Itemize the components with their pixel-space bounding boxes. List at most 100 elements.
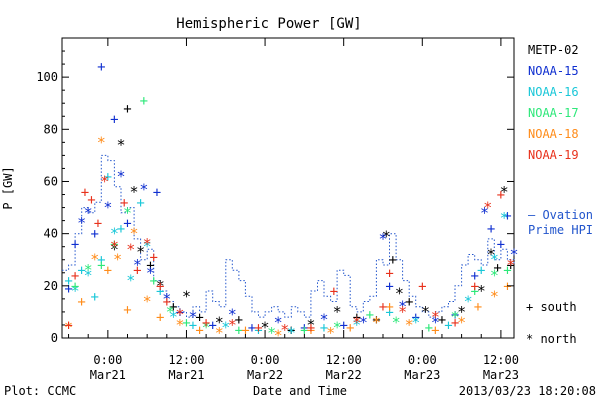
data-point-noaa-19: + xyxy=(330,284,338,300)
data-point-metp-02: * xyxy=(477,282,486,300)
x-axis-label: Date and Time xyxy=(253,384,347,398)
data-point-metp-02: + xyxy=(438,313,446,329)
data-point-noaa-15: * xyxy=(146,264,155,282)
data-point-noaa-18: + xyxy=(307,323,315,339)
data-point-noaa-17: + xyxy=(140,94,148,110)
data-point-noaa-15: + xyxy=(153,185,161,201)
data-point-noaa-19: + xyxy=(64,318,72,334)
data-point-noaa-15: + xyxy=(412,310,420,326)
x-tick-label-date: Mar21 xyxy=(90,368,126,382)
data-point-noaa-18: + xyxy=(123,302,131,318)
data-point-noaa-18: * xyxy=(326,324,335,342)
data-point-noaa-16: + xyxy=(444,318,452,334)
data-point-noaa-18: * xyxy=(90,251,99,269)
data-point-noaa-15: + xyxy=(71,237,79,253)
data-point-noaa-16: * xyxy=(287,324,296,342)
data-point-noaa-17: * xyxy=(451,308,460,326)
y-tick-label: 0 xyxy=(51,331,58,345)
data-point-noaa-17: * xyxy=(267,324,276,342)
y-tick-label: 20 xyxy=(44,279,58,293)
data-point-noaa-18: * xyxy=(113,251,122,269)
marker-legend-north: * north xyxy=(526,332,577,346)
y-tick-label: 100 xyxy=(36,70,58,84)
data-point-noaa-19: + xyxy=(470,279,478,295)
data-point-metp-02: * xyxy=(500,183,509,201)
data-point-noaa-19: + xyxy=(94,216,102,232)
data-point-metp-02: * xyxy=(306,316,315,334)
data-point-noaa-19: * xyxy=(126,240,135,258)
data-point-noaa-15: + xyxy=(470,268,478,284)
x-tick-label-time: 12:00 xyxy=(326,353,362,367)
data-point-noaa-17: * xyxy=(333,319,342,337)
data-point-noaa-19: * xyxy=(143,235,152,253)
data-point-noaa-18: * xyxy=(457,313,466,331)
data-point-metp-02: * xyxy=(421,303,430,321)
x-tick-label-time: 0:00 xyxy=(408,353,437,367)
data-point-noaa-16: + xyxy=(477,263,485,279)
data-point-noaa-16: * xyxy=(352,316,361,334)
data-point-noaa-19: * xyxy=(100,172,109,190)
data-point-noaa-16: * xyxy=(143,238,152,256)
data-point-noaa-15: + xyxy=(385,279,393,295)
data-point-noaa-18: * xyxy=(215,324,224,342)
data-point-noaa-19: + xyxy=(202,315,210,331)
data-point-noaa-18: + xyxy=(385,300,393,316)
data-point-noaa-17: * xyxy=(490,266,499,284)
data-point-metp-02: * xyxy=(395,285,404,303)
data-point-noaa-19: + xyxy=(156,279,164,295)
data-point-noaa-16: + xyxy=(91,289,99,305)
data-point-noaa-17: + xyxy=(470,284,478,300)
data-point-noaa-19: * xyxy=(483,199,492,217)
data-point-noaa-18: + xyxy=(431,323,439,339)
data-point-noaa-16: + xyxy=(117,221,125,237)
x-tick-label-date: Mar23 xyxy=(404,368,440,382)
data-point-noaa-19: * xyxy=(175,306,184,324)
data-point-noaa-15: + xyxy=(110,112,118,128)
data-point-noaa-15: + xyxy=(248,321,256,337)
data-point-noaa-15: * xyxy=(77,214,86,232)
scatter-points: **+**+*+*+ * + * + ** + +*+* +* + ***+*+++**++*+*+… xyxy=(64,60,518,345)
satellite-legend: METP-02 NOAA-15 NOAA-16 NOAA-17 NOAA-18 NOAA-… xyxy=(528,43,579,162)
footer-timestamp: 2013/03/23 18:20:08 xyxy=(459,384,596,398)
data-point-metp-02: + xyxy=(195,310,203,326)
x-tick-label-time: 12:00 xyxy=(483,353,519,367)
data-point-noaa-16: * xyxy=(126,272,135,290)
data-point-metp-02: * xyxy=(487,246,496,264)
data-point-noaa-19: + xyxy=(497,188,505,204)
data-point-metp-02: * xyxy=(182,287,191,305)
data-point-metp-02: + xyxy=(405,294,413,310)
data-point-metp-02: + xyxy=(235,313,243,329)
data-point-noaa-16: * xyxy=(221,319,230,337)
x-tick-label-time: 0:00 xyxy=(251,353,280,367)
data-point-noaa-17: * xyxy=(392,313,401,331)
data-point-noaa-16: + xyxy=(136,195,144,211)
data-point-noaa-18: * xyxy=(175,316,184,334)
data-point-noaa-15: * xyxy=(431,313,440,331)
data-point-metp-02: * xyxy=(116,136,125,154)
data-point-noaa-18: * xyxy=(372,313,381,331)
data-point-noaa-19: + xyxy=(418,279,426,295)
data-point-noaa-19: * xyxy=(398,303,407,321)
data-point-noaa-15: + xyxy=(208,318,216,334)
data-point-noaa-16: + xyxy=(189,318,197,334)
data-point-metp-02: * xyxy=(261,319,270,337)
data-point-noaa-16: * xyxy=(490,251,499,269)
data-point-noaa-19: + xyxy=(133,263,141,279)
y-tick-label: 60 xyxy=(44,174,58,188)
data-point-noaa-16: * xyxy=(110,225,119,243)
data-point-noaa-15: * xyxy=(228,306,237,324)
data-point-noaa-15: + xyxy=(497,237,505,253)
data-point-noaa-16: + xyxy=(77,263,85,279)
data-point-noaa-19: + xyxy=(451,315,459,331)
data-point-metp-02: + xyxy=(123,101,131,117)
legend-entry-noaa-19: NOAA-19 xyxy=(528,148,579,162)
data-point-noaa-19: * xyxy=(280,321,289,339)
data-point-noaa-17: * xyxy=(123,204,132,222)
data-point-noaa-15: + xyxy=(91,227,99,243)
data-point-noaa-17: + xyxy=(503,263,511,279)
x-tick-label-time: 12:00 xyxy=(168,353,204,367)
data-point-noaa-16: * xyxy=(464,292,473,310)
data-point-noaa-18: * xyxy=(130,225,139,243)
data-point-noaa-15: + xyxy=(176,305,184,321)
